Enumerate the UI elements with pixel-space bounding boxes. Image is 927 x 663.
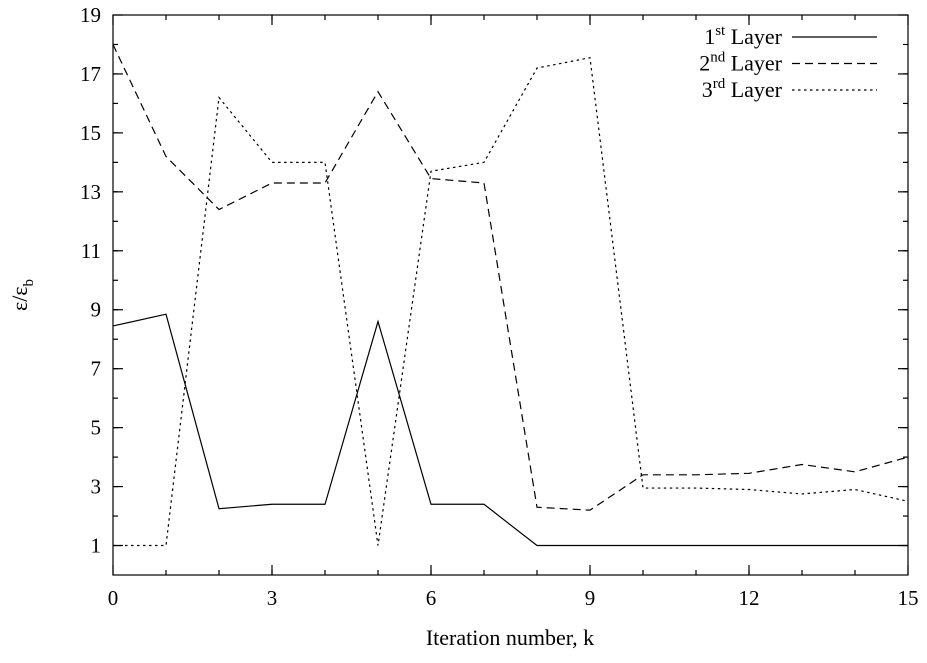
x-axis-title: Iteration number, k bbox=[426, 625, 594, 650]
legend-label: 2nd Layer bbox=[699, 50, 782, 76]
series-line-2nd-layer bbox=[112, 44, 909, 511]
plot-frame bbox=[112, 14, 909, 576]
y-tick-label: 5 bbox=[91, 416, 102, 440]
x-tick-labels: 0 3 6 9 12 15 bbox=[108, 586, 919, 610]
y-tick-label: 15 bbox=[80, 121, 101, 145]
y-tick-label: 7 bbox=[91, 357, 102, 381]
series-lines bbox=[112, 44, 909, 547]
axis-ticks bbox=[112, 14, 909, 575]
x-tick-label: 6 bbox=[426, 586, 437, 610]
legend-item: 1st Layer bbox=[704, 23, 877, 49]
legend-item: 2nd Layer bbox=[699, 50, 877, 76]
x-tick-label: 9 bbox=[585, 586, 596, 610]
x-tick-label: 15 bbox=[898, 586, 919, 610]
y-tick-label: 11 bbox=[81, 239, 101, 263]
y-tick-label: 19 bbox=[80, 3, 101, 27]
x-tick-label: 3 bbox=[267, 586, 278, 610]
y-tick-label: 9 bbox=[91, 298, 102, 322]
series-line-3rd-layer bbox=[113, 57, 909, 547]
y-tick-label: 1 bbox=[91, 534, 102, 558]
y-axis-title-subscript: b bbox=[21, 279, 37, 287]
y-tick-label: 3 bbox=[91, 475, 102, 499]
y-axis-title-base: ε/ε bbox=[7, 286, 32, 311]
series-line-1st-layer bbox=[112, 313, 908, 547]
y-tick-label: 17 bbox=[80, 62, 101, 86]
x-tick-label: 0 bbox=[108, 586, 119, 610]
y-tick-label: 13 bbox=[80, 180, 101, 204]
x-tick-label: 12 bbox=[739, 586, 760, 610]
legend-label: 1st Layer bbox=[704, 23, 782, 49]
legend-item: 3rd Layer bbox=[702, 76, 877, 102]
legend-label: 3rd Layer bbox=[702, 76, 783, 102]
y-axis-title: ε/εb bbox=[7, 279, 37, 311]
